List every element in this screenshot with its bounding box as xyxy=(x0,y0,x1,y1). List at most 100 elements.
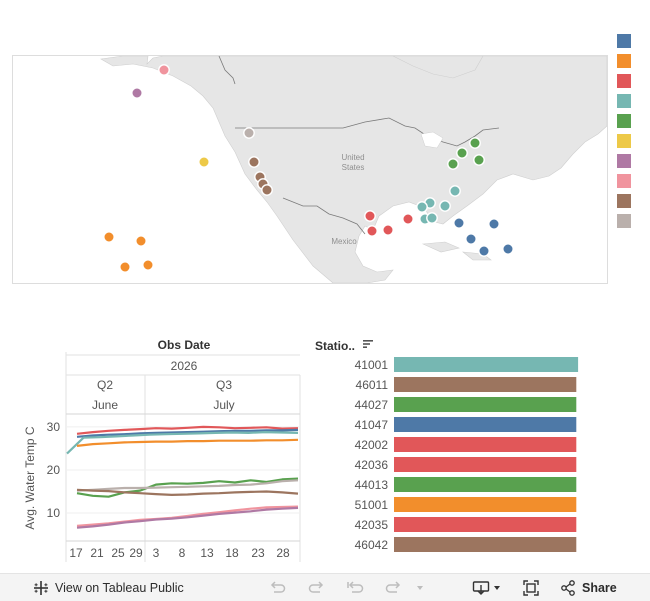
station-bar[interactable] xyxy=(394,497,577,512)
station-column-header[interactable]: Statio.. xyxy=(315,339,356,353)
great-lakes xyxy=(420,131,444,149)
station-point[interactable] xyxy=(248,156,260,168)
revert-button[interactable] xyxy=(346,574,364,601)
series-line[interactable] xyxy=(76,479,299,492)
station-bar[interactable] xyxy=(394,377,577,392)
y-tick-label: 10 xyxy=(47,506,61,520)
station-point[interactable] xyxy=(439,200,451,212)
station-bar[interactable] xyxy=(394,417,577,432)
series-line[interactable] xyxy=(76,438,299,447)
series-line[interactable] xyxy=(76,505,299,527)
station-id-label[interactable]: 42035 xyxy=(355,518,389,532)
station-point[interactable] xyxy=(103,231,115,243)
station-id-label[interactable]: 41001 xyxy=(355,358,389,372)
station-id-label[interactable]: 51001 xyxy=(355,498,389,512)
station-bar[interactable] xyxy=(394,357,579,372)
legend-swatch[interactable] xyxy=(617,94,631,108)
station-point[interactable] xyxy=(142,259,154,271)
station-points[interactable] xyxy=(103,64,514,273)
station-point[interactable] xyxy=(366,225,378,237)
series-line[interactable] xyxy=(76,488,299,496)
station-bar-list[interactable]: Statio.. 41001 46011 44027 41047 42002 42036 4… xyxy=(310,330,650,570)
station-point[interactable] xyxy=(478,245,490,257)
legend-swatch[interactable] xyxy=(617,194,631,208)
temperature-timeline[interactable]: Obs Date 2026 Q2 Q3 June July Avg. Water… xyxy=(0,330,310,570)
legend-swatch[interactable] xyxy=(617,54,631,68)
station-id-label[interactable]: 42036 xyxy=(355,458,389,472)
quarter-label-q2: Q2 xyxy=(97,378,113,392)
station-bar[interactable] xyxy=(394,437,577,452)
station-point[interactable] xyxy=(469,137,481,149)
x-tick-label: 8 xyxy=(179,546,186,560)
view-on-tableau-public-button[interactable]: View on Tableau Public xyxy=(33,574,184,601)
station-point[interactable] xyxy=(473,154,485,166)
station-point[interactable] xyxy=(426,212,438,224)
station-bars[interactable]: 41001 46011 44027 41047 42002 42036 44013 51001… xyxy=(355,357,579,552)
station-point[interactable] xyxy=(502,243,514,255)
legend-swatch[interactable] xyxy=(617,154,631,168)
map-label-united-states-1: United xyxy=(341,153,364,162)
x-tick-label: 23 xyxy=(251,546,265,560)
legend-swatch[interactable] xyxy=(617,74,631,88)
station-bar[interactable] xyxy=(394,537,577,552)
station-point[interactable] xyxy=(488,218,500,230)
series-line[interactable] xyxy=(76,428,299,438)
station-point[interactable] xyxy=(447,158,459,170)
legend-swatch[interactable] xyxy=(617,174,631,188)
timeline-y-ticks: 30 20 10 xyxy=(47,420,61,520)
share-button[interactable]: Share xyxy=(560,574,617,601)
timeline-series-lines[interactable] xyxy=(66,425,299,529)
station-point[interactable] xyxy=(131,87,143,99)
redo-button[interactable] xyxy=(308,574,326,601)
chevron-down-icon xyxy=(494,585,500,590)
legend-swatch[interactable] xyxy=(617,34,631,48)
station-point[interactable] xyxy=(243,127,255,139)
fullscreen-button[interactable] xyxy=(523,574,539,601)
station-point[interactable] xyxy=(449,185,461,197)
revert-icon xyxy=(347,580,364,593)
download-icon xyxy=(472,580,490,595)
station-point[interactable] xyxy=(198,156,210,168)
series-line[interactable] xyxy=(66,430,299,455)
station-point[interactable] xyxy=(456,147,468,159)
series-line[interactable] xyxy=(76,477,299,498)
station-id-label[interactable]: 41047 xyxy=(355,418,389,432)
legend-swatch[interactable] xyxy=(617,134,631,148)
station-id-label[interactable]: 44027 xyxy=(355,398,389,412)
legend-swatch[interactable] xyxy=(617,214,631,228)
station-id-label[interactable]: 42002 xyxy=(355,438,389,452)
station-point[interactable] xyxy=(261,184,273,196)
station-bar[interactable] xyxy=(394,477,577,492)
station-point[interactable] xyxy=(382,224,394,236)
undo-button[interactable] xyxy=(268,574,286,601)
station-bar[interactable] xyxy=(394,517,577,532)
refresh-button[interactable] xyxy=(385,574,403,601)
x-tick-label: 17 xyxy=(69,546,83,560)
refresh-dropdown-button[interactable] xyxy=(416,574,424,601)
x-tick-label: 3 xyxy=(153,546,160,560)
series-line[interactable] xyxy=(76,425,299,435)
station-point[interactable] xyxy=(158,64,170,76)
station-point[interactable] xyxy=(364,210,376,222)
download-button[interactable] xyxy=(472,574,501,601)
station-point[interactable] xyxy=(465,233,477,245)
caribbean-land xyxy=(421,241,460,253)
x-tick-label: 18 xyxy=(225,546,239,560)
station-point[interactable] xyxy=(119,261,131,273)
station-id-label[interactable]: 46011 xyxy=(356,378,389,392)
station-point[interactable] xyxy=(416,201,428,213)
chevron-down-icon xyxy=(417,585,423,590)
station-point[interactable] xyxy=(402,213,414,225)
station-id-label[interactable]: 46042 xyxy=(355,538,389,552)
sort-descending-icon[interactable] xyxy=(362,338,374,350)
station-id-label[interactable]: 44013 xyxy=(355,478,389,492)
station-point[interactable] xyxy=(453,217,465,229)
x-tick-label: 21 xyxy=(90,546,104,560)
station-bar[interactable] xyxy=(394,457,577,472)
legend-swatch[interactable] xyxy=(617,114,631,128)
station-bar[interactable] xyxy=(394,397,577,412)
station-map[interactable]: United States Mexico xyxy=(12,55,608,284)
series-line[interactable] xyxy=(76,506,299,529)
station-point[interactable] xyxy=(135,235,147,247)
